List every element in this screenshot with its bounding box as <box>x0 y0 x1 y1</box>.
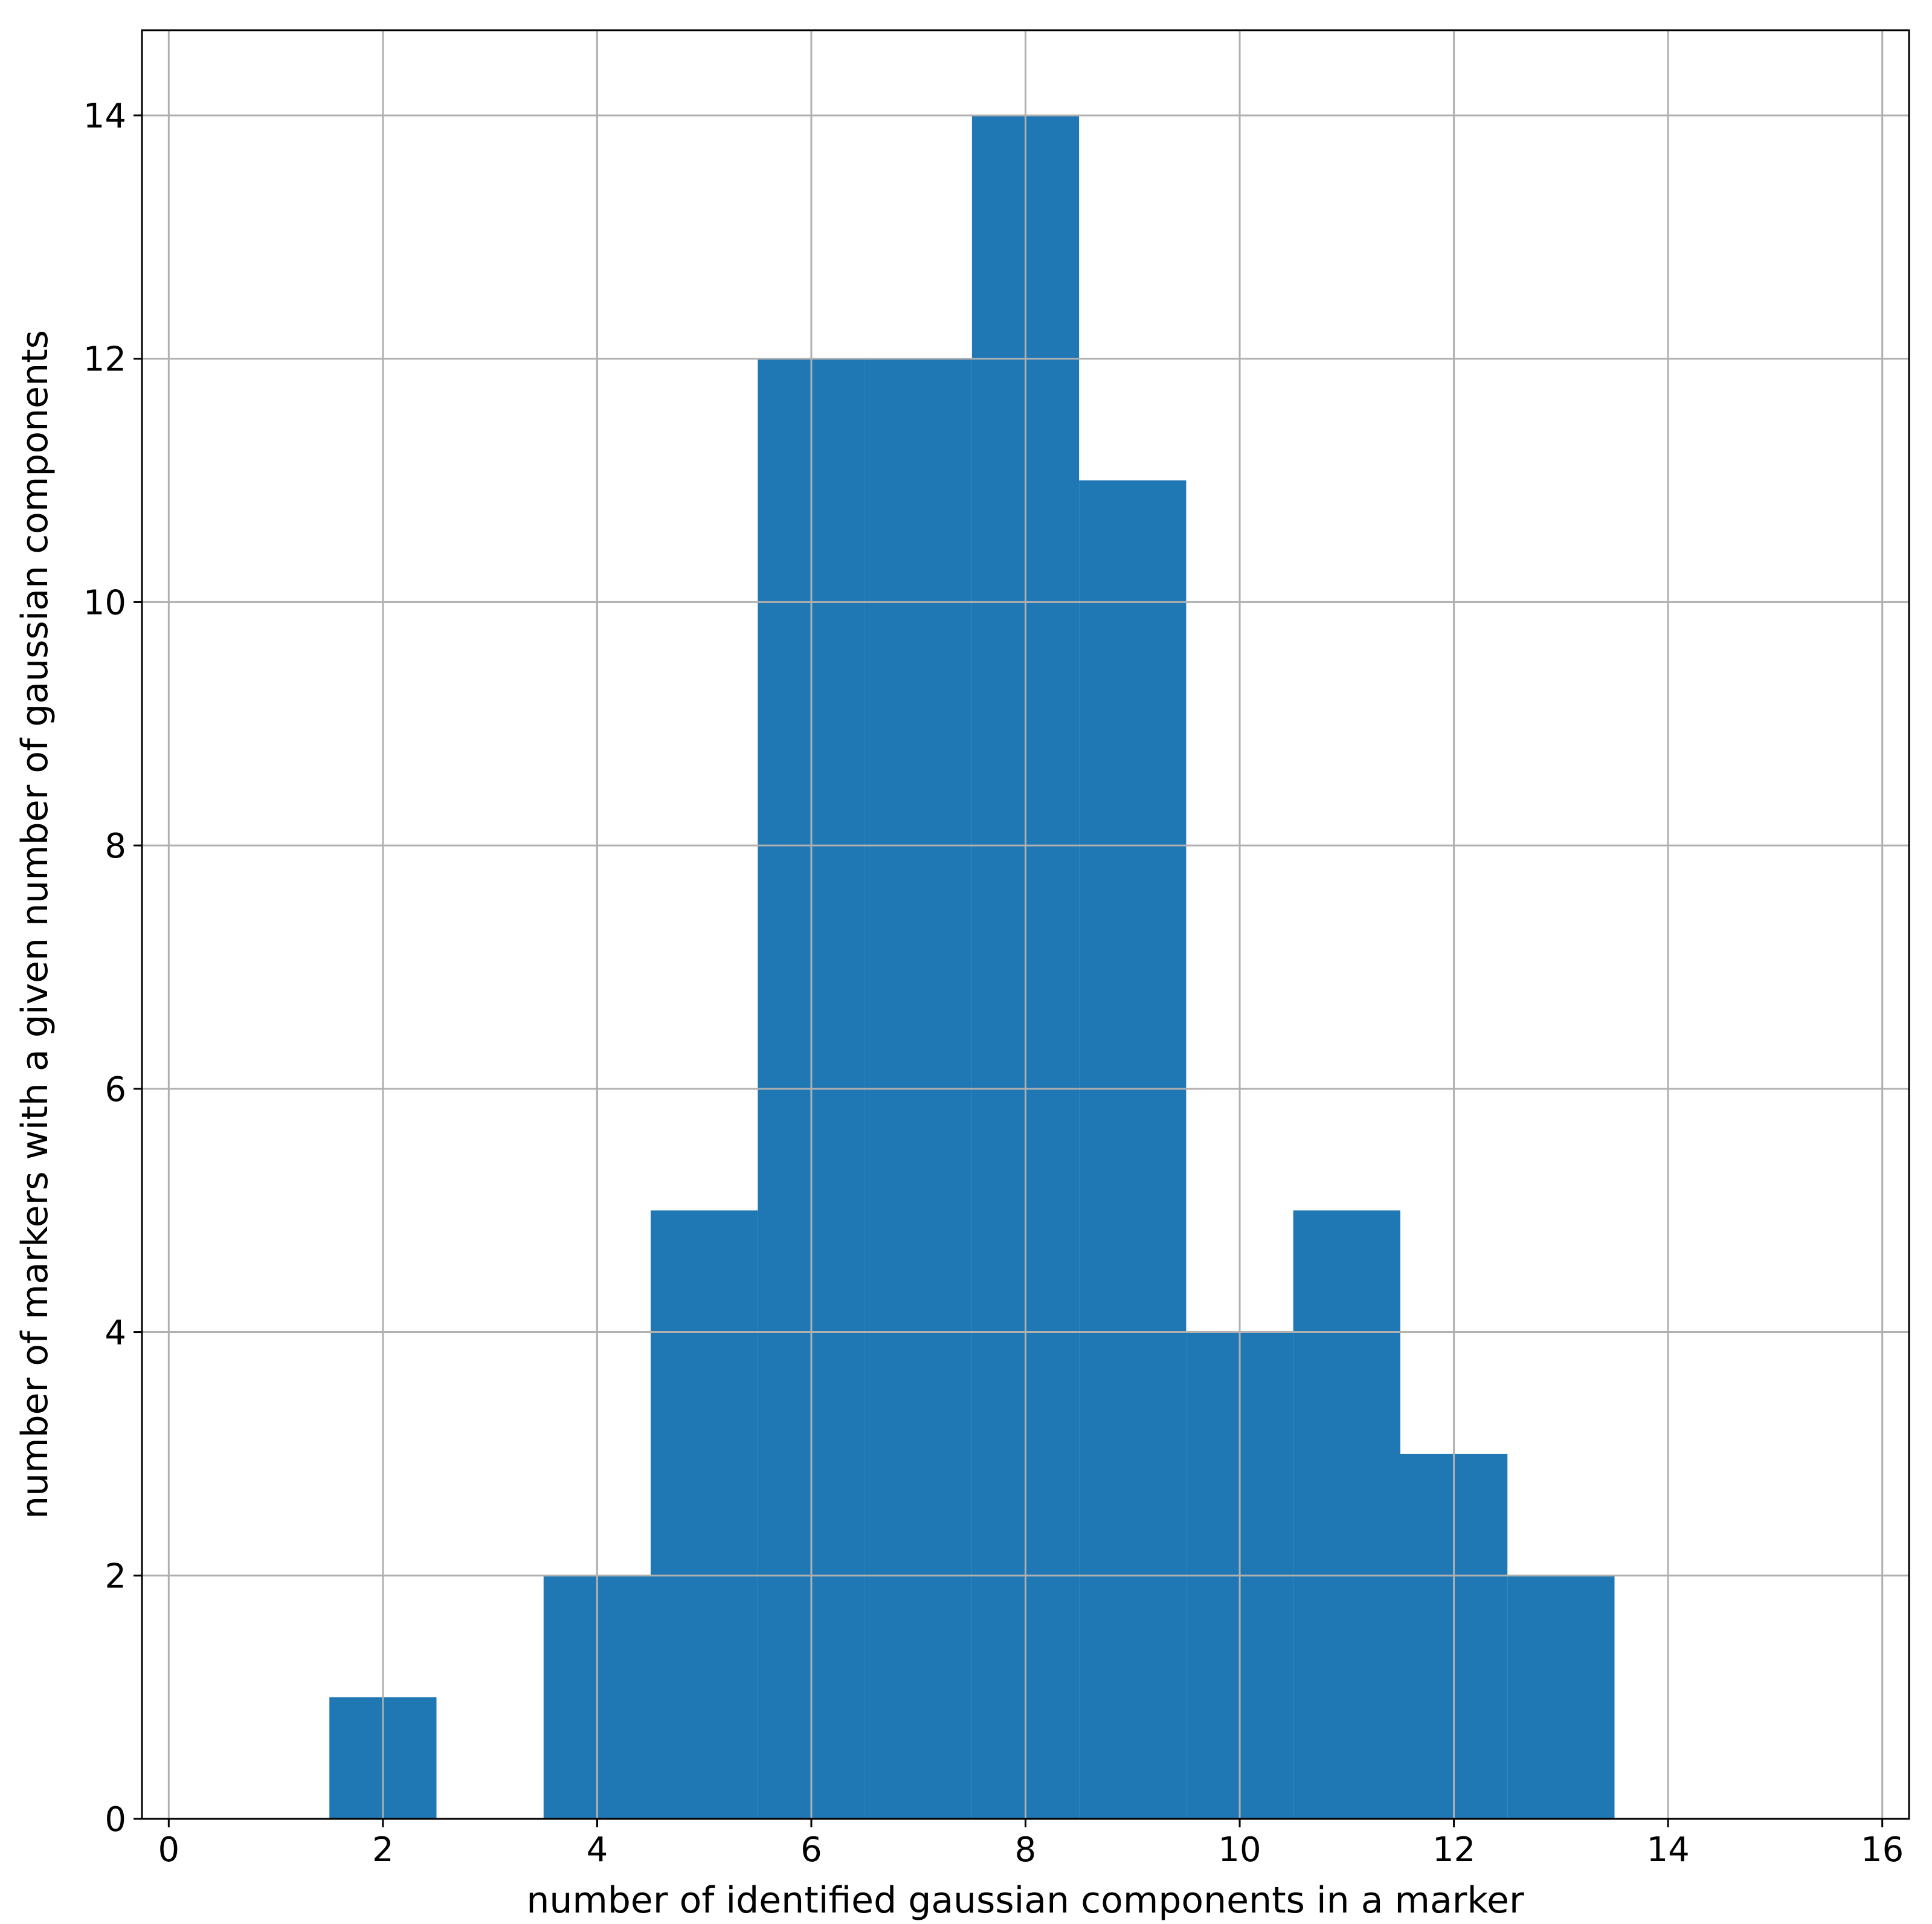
x-tick-label: 12 <box>1432 1830 1475 1870</box>
y-tick-label: 14 <box>83 97 126 136</box>
x-tick-label: 4 <box>587 1830 608 1870</box>
histogram-bar <box>1293 1210 1400 1819</box>
x-tick-label: 6 <box>800 1830 822 1870</box>
y-tick-label: 12 <box>83 340 126 379</box>
x-tick-label: 14 <box>1647 1830 1690 1870</box>
x-tick-label: 16 <box>1861 1830 1904 1870</box>
y-tick-label: 6 <box>105 1070 126 1109</box>
y-tick-label: 8 <box>105 827 126 866</box>
histogram-bar <box>651 1210 758 1819</box>
x-tick-label: 2 <box>372 1830 394 1870</box>
y-tick-label: 0 <box>105 1800 126 1839</box>
x-axis-label: number of identified gaussian components… <box>526 1879 1524 1922</box>
grid-layer <box>142 30 1909 1820</box>
histogram-bar <box>1507 1575 1615 1819</box>
y-tick-label: 4 <box>105 1314 126 1353</box>
x-tick-label: 8 <box>1015 1830 1037 1870</box>
ticks-layer: 0 2 4 6 8 10 12 14 16 0 2 4 6 8 10 12 14 <box>83 97 1904 1870</box>
y-axis-label: number of markers with a given number of… <box>14 330 56 1519</box>
y-tick-label: 2 <box>105 1557 126 1596</box>
x-tick-label: 10 <box>1218 1830 1261 1870</box>
bars-layer <box>329 115 1615 1819</box>
histogram-bar <box>1079 480 1187 1819</box>
x-tick-label: 0 <box>158 1830 179 1870</box>
y-tick-label: 10 <box>83 583 126 622</box>
